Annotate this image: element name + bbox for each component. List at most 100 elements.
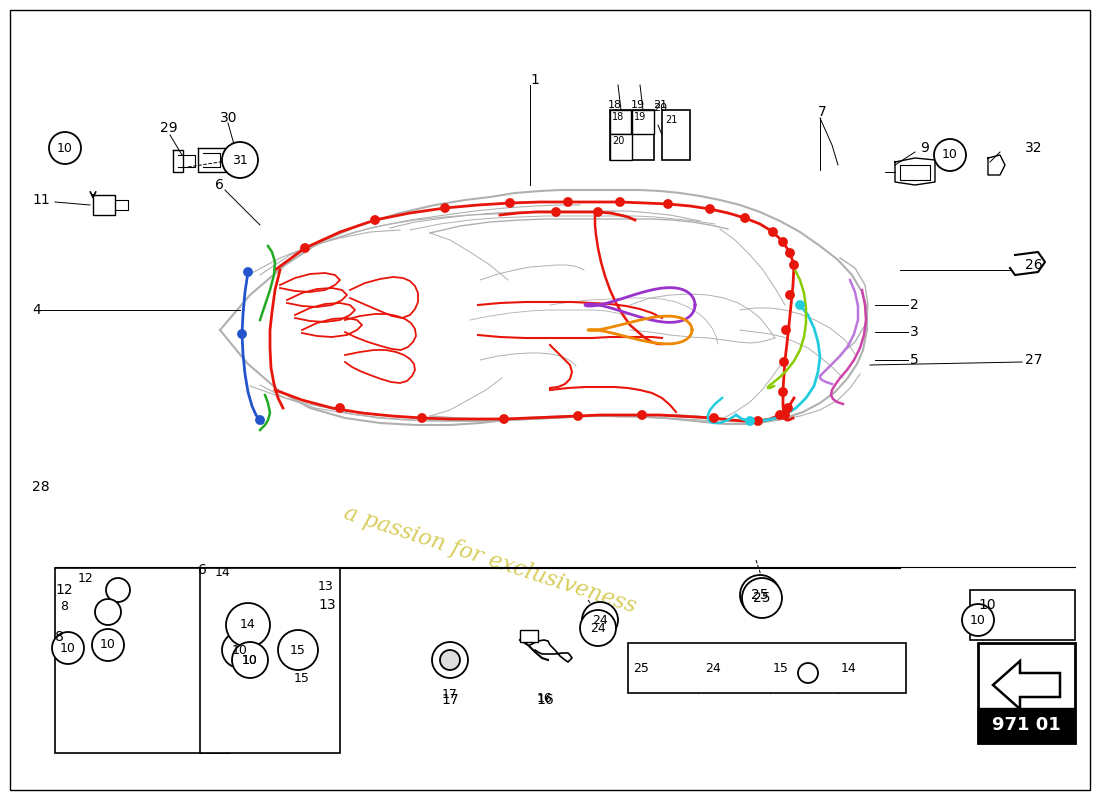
Circle shape <box>796 301 804 309</box>
Circle shape <box>798 663 818 683</box>
Text: 16: 16 <box>536 693 554 707</box>
Text: 10: 10 <box>970 614 986 626</box>
Text: 24: 24 <box>705 662 720 674</box>
Circle shape <box>574 412 582 420</box>
Text: 14: 14 <box>842 662 857 674</box>
Circle shape <box>564 198 572 206</box>
Text: 21: 21 <box>666 115 678 125</box>
Circle shape <box>552 208 560 216</box>
Circle shape <box>934 139 966 171</box>
Text: 25: 25 <box>751 588 769 602</box>
Circle shape <box>776 411 784 419</box>
Circle shape <box>95 599 121 625</box>
Circle shape <box>786 249 794 257</box>
Text: 17: 17 <box>442 689 458 702</box>
Text: 14: 14 <box>240 618 256 631</box>
Text: 25: 25 <box>632 662 649 674</box>
Bar <box>200 568 340 753</box>
Polygon shape <box>993 661 1060 709</box>
Text: 8: 8 <box>55 630 64 644</box>
Text: 27: 27 <box>1025 353 1043 367</box>
Text: 10: 10 <box>242 654 257 666</box>
Circle shape <box>784 404 792 412</box>
Circle shape <box>238 330 246 338</box>
Text: 20: 20 <box>612 136 625 146</box>
Circle shape <box>616 198 624 206</box>
Text: 2: 2 <box>910 298 918 312</box>
Bar <box>978 643 1075 743</box>
Circle shape <box>441 204 449 212</box>
Text: 12: 12 <box>78 571 94 585</box>
Circle shape <box>582 602 618 638</box>
Bar <box>520 630 538 642</box>
Circle shape <box>710 414 718 422</box>
Text: 12: 12 <box>55 583 73 597</box>
Circle shape <box>782 326 790 334</box>
Circle shape <box>741 214 749 222</box>
Text: 8: 8 <box>60 601 68 614</box>
Text: 7: 7 <box>818 105 827 119</box>
Text: 15: 15 <box>294 671 310 685</box>
Text: 10: 10 <box>100 638 116 651</box>
Circle shape <box>638 411 646 419</box>
Text: 4: 4 <box>32 303 41 317</box>
Circle shape <box>962 604 994 636</box>
Text: 9: 9 <box>920 141 928 155</box>
Bar <box>610 134 632 160</box>
Circle shape <box>371 216 380 224</box>
Text: 10: 10 <box>60 642 76 654</box>
Circle shape <box>506 199 514 207</box>
Text: 19: 19 <box>634 112 647 122</box>
Circle shape <box>781 411 789 419</box>
Circle shape <box>256 416 264 424</box>
Text: 3: 3 <box>910 325 918 339</box>
Bar <box>978 708 1075 743</box>
Text: 15: 15 <box>290 643 306 657</box>
Circle shape <box>786 291 794 299</box>
Text: 16: 16 <box>537 691 553 705</box>
Text: 30: 30 <box>220 111 238 125</box>
Text: 31: 31 <box>232 154 248 166</box>
Circle shape <box>580 610 616 646</box>
Circle shape <box>769 228 777 236</box>
Text: 10: 10 <box>978 598 996 612</box>
Text: 10: 10 <box>242 654 257 666</box>
Bar <box>662 110 690 160</box>
Text: 32: 32 <box>1025 141 1043 155</box>
Text: 18: 18 <box>608 100 623 110</box>
Circle shape <box>706 205 714 213</box>
Circle shape <box>742 578 782 618</box>
Text: 13: 13 <box>318 598 336 612</box>
Circle shape <box>440 650 460 670</box>
Circle shape <box>500 415 508 423</box>
Text: 10: 10 <box>57 142 73 154</box>
Bar <box>610 110 631 134</box>
Circle shape <box>664 200 672 208</box>
Circle shape <box>301 244 309 252</box>
Text: 1: 1 <box>530 73 539 87</box>
Bar <box>632 110 654 134</box>
Circle shape <box>790 261 798 269</box>
Text: 5: 5 <box>910 353 918 367</box>
Text: 19: 19 <box>631 100 645 110</box>
Text: 15: 15 <box>773 662 789 674</box>
Text: 6: 6 <box>198 563 207 577</box>
Bar <box>55 568 230 753</box>
Text: 11: 11 <box>32 193 50 207</box>
Text: 14: 14 <box>214 566 231 579</box>
Text: 26: 26 <box>1025 258 1043 272</box>
Circle shape <box>779 388 786 396</box>
Circle shape <box>594 208 602 216</box>
Text: 10: 10 <box>942 149 958 162</box>
Circle shape <box>754 417 762 425</box>
Text: 18: 18 <box>612 112 625 122</box>
Circle shape <box>106 578 130 602</box>
Circle shape <box>746 417 754 425</box>
Circle shape <box>336 404 344 412</box>
Circle shape <box>432 642 468 678</box>
Circle shape <box>779 238 786 246</box>
Text: 17: 17 <box>441 693 459 707</box>
Text: 21: 21 <box>653 100 667 110</box>
Bar <box>970 590 1075 640</box>
Circle shape <box>92 629 124 661</box>
